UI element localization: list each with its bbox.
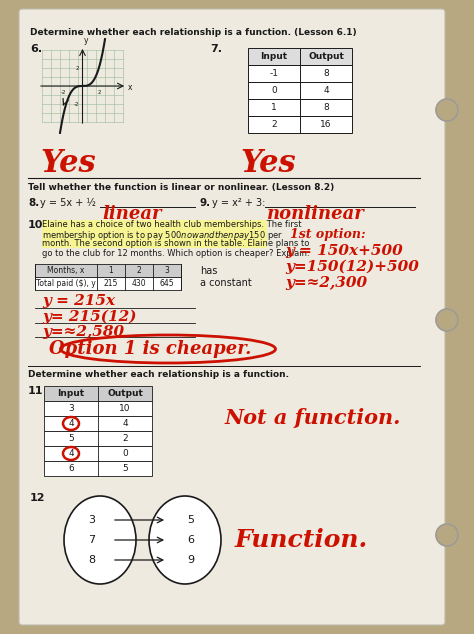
FancyBboxPatch shape bbox=[44, 461, 152, 476]
Text: Determine whether each relationship is a function. (Lesson 6.1): Determine whether each relationship is a… bbox=[30, 28, 356, 37]
Text: y = x² + 3:: y = x² + 3: bbox=[212, 198, 265, 208]
Text: y = 215x: y = 215x bbox=[42, 294, 115, 308]
Text: 5: 5 bbox=[122, 464, 128, 473]
Text: Output: Output bbox=[308, 52, 344, 61]
Text: nonlinear: nonlinear bbox=[267, 205, 365, 223]
Text: 7.: 7. bbox=[210, 44, 222, 54]
FancyBboxPatch shape bbox=[44, 446, 152, 461]
FancyBboxPatch shape bbox=[44, 416, 152, 431]
Text: y: y bbox=[83, 36, 88, 45]
Text: y = 5x + ½: y = 5x + ½ bbox=[40, 198, 96, 208]
Text: go to the club for 12 months. Which option is cheaper? Explain.: go to the club for 12 months. Which opti… bbox=[42, 249, 310, 257]
Text: 1: 1 bbox=[271, 103, 277, 112]
Text: 6: 6 bbox=[188, 535, 194, 545]
Text: 9: 9 bbox=[187, 555, 194, 565]
Text: 3: 3 bbox=[89, 515, 95, 525]
Text: y= 215(12): y= 215(12) bbox=[42, 310, 137, 325]
Text: has
a constant: has a constant bbox=[200, 266, 252, 288]
Text: 6: 6 bbox=[68, 464, 74, 473]
Text: 8: 8 bbox=[323, 69, 329, 78]
FancyBboxPatch shape bbox=[44, 431, 152, 446]
Text: 6.: 6. bbox=[30, 44, 42, 54]
Text: 2: 2 bbox=[137, 266, 141, 275]
Text: 11: 11 bbox=[28, 386, 44, 396]
Text: 4: 4 bbox=[323, 86, 329, 95]
FancyBboxPatch shape bbox=[35, 264, 181, 277]
Text: 2: 2 bbox=[98, 90, 101, 95]
Text: membership option is to pay $500 now and then pay $150 per: membership option is to pay $500 now and… bbox=[42, 230, 283, 242]
Text: month. The second option is shown in the table. Elaine plans to: month. The second option is shown in the… bbox=[42, 239, 310, 248]
Text: linear: linear bbox=[102, 205, 162, 223]
Text: Yes: Yes bbox=[240, 148, 296, 179]
FancyBboxPatch shape bbox=[42, 238, 267, 248]
Text: 8.: 8. bbox=[28, 198, 39, 208]
Text: Tell whether the function is linear or nonlinear. (Lesson 8.2): Tell whether the function is linear or n… bbox=[28, 183, 334, 192]
Text: 4: 4 bbox=[68, 419, 74, 428]
Text: 3: 3 bbox=[68, 404, 74, 413]
Text: 10: 10 bbox=[28, 220, 44, 230]
Text: 2: 2 bbox=[76, 65, 80, 70]
Text: 5: 5 bbox=[188, 515, 194, 525]
Text: 2: 2 bbox=[271, 120, 277, 129]
FancyBboxPatch shape bbox=[42, 219, 267, 229]
Text: y=≈2,300: y=≈2,300 bbox=[285, 276, 367, 290]
Text: Not a function.: Not a function. bbox=[225, 408, 401, 428]
Text: Yes: Yes bbox=[40, 148, 96, 179]
FancyBboxPatch shape bbox=[44, 401, 152, 416]
FancyBboxPatch shape bbox=[248, 116, 352, 133]
Text: 5: 5 bbox=[68, 434, 74, 443]
Ellipse shape bbox=[149, 496, 221, 584]
Text: Elaine has a choice of two health club memberships. The first: Elaine has a choice of two health club m… bbox=[42, 220, 301, 229]
Text: 2: 2 bbox=[122, 434, 128, 443]
Ellipse shape bbox=[64, 496, 136, 584]
Text: 16: 16 bbox=[320, 120, 332, 129]
FancyBboxPatch shape bbox=[35, 277, 181, 290]
Text: 645: 645 bbox=[160, 279, 174, 288]
Text: 215: 215 bbox=[104, 279, 118, 288]
Text: 7: 7 bbox=[89, 535, 96, 545]
Circle shape bbox=[436, 524, 458, 546]
Text: 0: 0 bbox=[271, 86, 277, 95]
FancyBboxPatch shape bbox=[248, 65, 352, 82]
Text: Option 1 is cheaper.: Option 1 is cheaper. bbox=[49, 340, 251, 358]
FancyBboxPatch shape bbox=[248, 48, 352, 65]
Text: y=150(12)+500: y=150(12)+500 bbox=[285, 260, 419, 275]
Text: 10: 10 bbox=[119, 404, 131, 413]
Text: x: x bbox=[128, 84, 133, 93]
Text: Output: Output bbox=[107, 389, 143, 398]
FancyBboxPatch shape bbox=[248, 99, 352, 116]
Text: 4: 4 bbox=[68, 449, 74, 458]
Text: 3: 3 bbox=[164, 266, 169, 275]
FancyBboxPatch shape bbox=[42, 229, 267, 238]
Text: 12: 12 bbox=[30, 493, 46, 503]
Text: 4: 4 bbox=[122, 419, 128, 428]
Text: 1: 1 bbox=[109, 266, 113, 275]
Text: Total paid ($), y: Total paid ($), y bbox=[36, 279, 96, 288]
Text: 0: 0 bbox=[122, 449, 128, 458]
FancyBboxPatch shape bbox=[19, 9, 445, 625]
Text: 8: 8 bbox=[89, 555, 96, 565]
FancyBboxPatch shape bbox=[44, 386, 152, 401]
Text: Determine whether each relationship is a function.: Determine whether each relationship is a… bbox=[28, 370, 289, 379]
Circle shape bbox=[436, 309, 458, 331]
Text: Months, x: Months, x bbox=[47, 266, 85, 275]
Text: -2: -2 bbox=[61, 90, 66, 95]
FancyBboxPatch shape bbox=[248, 82, 352, 99]
Text: -2: -2 bbox=[74, 101, 80, 107]
Text: Input: Input bbox=[57, 389, 84, 398]
Text: 1st option:: 1st option: bbox=[290, 228, 365, 241]
Text: 9.: 9. bbox=[200, 198, 211, 208]
Text: y = 150x+500: y = 150x+500 bbox=[285, 244, 403, 258]
Text: 8: 8 bbox=[323, 103, 329, 112]
Text: -1: -1 bbox=[270, 69, 279, 78]
Text: Function.: Function. bbox=[235, 528, 368, 552]
Circle shape bbox=[436, 99, 458, 121]
Text: y=≈2,580: y=≈2,580 bbox=[42, 325, 124, 339]
Text: Input: Input bbox=[260, 52, 288, 61]
Text: 430: 430 bbox=[132, 279, 146, 288]
